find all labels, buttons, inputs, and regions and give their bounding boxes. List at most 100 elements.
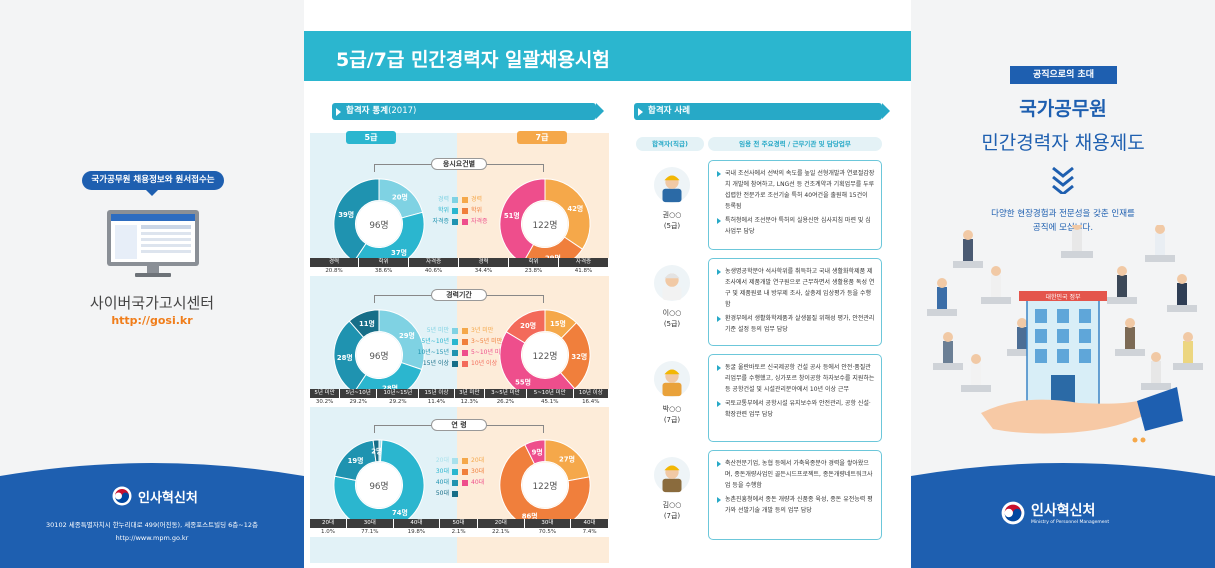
donut-grade5: 20명 37명 39명 96명 [333,178,425,270]
legend-label: 10년~15년 [417,349,449,356]
legend-swatch [462,338,468,345]
legend-swatch [452,360,458,367]
person-avatar-icon [653,360,691,398]
slice-label: 2명 [371,447,382,456]
donut-total: 122명 [533,481,558,492]
building-illustration: 대한민국 정부 [927,225,1203,443]
slice-label: 11명 [359,319,375,328]
legend-label: 자격증 [432,218,449,225]
table-cell: 45.1% [526,398,574,407]
legend-label: 5~10년 미만 [471,349,506,356]
person-grade: (5급) [663,320,681,328]
case-box: 국내 조선사에서 선박의 속도를 높일 선형개발과 연료절감장치 개발에 참여하… [708,160,882,250]
legend-swatch [452,218,458,225]
center-panel: 5급/7급 민간경력자 일괄채용시험 합격자 통계(2017) 5급 7급 응시… [304,0,911,568]
taegeuk-icon [112,486,132,506]
legend-item: 5년~10년 [398,336,458,347]
table-header-cell: 40대 [393,519,441,528]
legend-swatch [452,327,458,334]
table-cell: 7.4% [570,528,609,537]
table-cell: 2.1% [439,528,478,537]
taegeuk-icon [1001,501,1025,524]
case-person: 이○○ (5급) [650,264,694,329]
legend-label: 20대 [471,457,485,464]
right-title: 국가공무원 [1019,98,1107,120]
table-header-cell: 학위 [508,258,559,267]
stat-table: 5년 미만 5년~10년 10년~15년 15년 이상 3년 미만 3~5년 미만 5~10… [310,389,610,407]
slice-label: 20명 [520,321,536,330]
legend-item: 자격증 [462,216,522,227]
center-name: 사이버국가고시센터 [89,294,215,312]
table-header-cell: 5년~10년 [339,389,378,398]
left-panel: 국가공무원 채용정보와 원서접수는 사이버국가고시센터 http://gosi.… [0,0,304,568]
table-cell: 12.3% [454,398,486,407]
ministry-name: 인사혁신처 [1031,503,1096,519]
donut-total: 96명 [369,481,388,492]
table-cell: 30.2% [310,398,341,407]
slice-label: 28명 [382,383,398,392]
legend-grade5: 20대 30대 40대 50대 [398,455,458,499]
right-subtitle: 민간경력자 채용제도 [981,132,1145,154]
case-bullet: 농촌진흥청에서 종돈 개량과 신품종 육성, 종돈 유전능력 평가와 선발기술 … [717,494,875,516]
slice-label: 9명 [532,448,543,457]
title-bar: 5급/7급 민간경력자 일괄채용시험 [304,31,911,81]
case-bullet: 동굴 울란바토르 신국제공항 건설 공사 등에서 안전·품질관리업무를 수행했고… [717,362,875,395]
website-link[interactable]: http://www.mpm.go.kr [115,534,189,542]
person-grade: (7급) [663,512,681,520]
person-avatar-icon [653,264,691,302]
table-header-cell: 20대 [310,519,348,528]
right-panel: 공직으로의 초대 국가공무원 민간경력자 채용제도 다양한 현장경험과 전문성을… [911,0,1215,568]
slice-label: 32명 [571,352,587,361]
case-col-head-2: 임용 전 주요경력 / 근무기관 및 담당업무 [708,137,882,151]
table-cell: 34.4% [458,267,510,276]
case-bullet: 특허청에서 조선분야 특허의 실용신안 심사지침 마련 및 심사업무 담당 [717,215,875,237]
page-title: 5급/7급 민간경력자 일괄채용시험 [336,49,610,71]
case-person: 박○○ (7급) [650,360,694,425]
legend-label: 30대 [435,468,449,475]
slice-label: 29명 [399,331,415,340]
legend-label: 50대 [435,490,449,497]
table-cell: 70.5% [524,528,572,537]
table-cell: 22.1% [477,528,525,537]
table-row: 30.2% 29.2% 29.2% 11.4% 12.3% 26.2% 45.1% 16.4% [310,398,610,407]
person-name: 이○○ [662,309,682,317]
case-box: 축산전문기업, 농협 등에서 가축육종분야 경력을 쌓아왔으며, 종돈개량사업인… [708,450,882,540]
table-header-cell: 경력 [458,258,510,267]
table-row: 20.8% 38.6% 40.6% 34.4% 23.8% 41.8% [310,267,610,276]
gosi-link[interactable]: http://gosi.kr [111,314,193,327]
donut-slice [505,309,546,344]
legend-swatch [462,196,468,203]
slice-label: 55명 [515,377,531,386]
case-box: 농생명공학분야 석사학위를 취득하고 국내 생활화학제품 제조사에서 제품개발 … [708,258,882,346]
donut-grade7: 15명 32명 55명 20명 122명 [499,309,591,401]
slice-label: 29명 [545,253,561,262]
legend-swatch [452,349,458,356]
info-pill: 국가공무원 채용정보와 원서접수는 [82,171,224,196]
donut-total: 96명 [369,220,388,231]
legend-item: 20대 [462,455,522,466]
grade5-tag: 5급 [346,131,396,144]
stat-table: 20대 30대 40대 50대 20대 30대 40대 1.0% 77.1% 19.8% 2.1% 2… [310,519,609,537]
legend-item: 40대 [462,477,522,488]
arrow-icon [336,108,341,116]
table-cell: 23.8% [508,267,559,276]
legend-grade5: 경력 학위 자격증 [398,194,458,227]
bottom-wave [0,463,304,568]
legend-item: 3년 미만 [462,325,522,336]
donut-slice [524,439,546,465]
table-cell: 77.1% [346,528,394,537]
slice-label: 19명 [348,456,364,465]
group-label: 연 령 [431,419,487,431]
legend-swatch [462,457,468,464]
address: 30102 세종특별자치시 한누리대로 499(어진동), 세종포스트빌딩 6층… [0,519,304,545]
legend-label: 경력 [471,196,483,203]
slice-label: 39명 [338,210,354,219]
legend-grade7: 3년 미만 3~5년 미만 5~10년 미만 10년 이상 [462,325,522,369]
person-avatar-icon [653,456,691,494]
ministry-logo: 인사혁신처 Ministry of Personnel Management [1001,500,1109,525]
table-header-cell: 30대 [346,519,394,528]
legend-label: 3~5년 미만 [471,338,503,345]
legend-label: 학위 [471,207,483,214]
table-header-row: 5년 미만 5년~10년 10년~15년 15년 이상 3년 미만 3~5년 미만 5~10… [310,389,610,398]
group-label: 경력기간 [431,289,487,301]
